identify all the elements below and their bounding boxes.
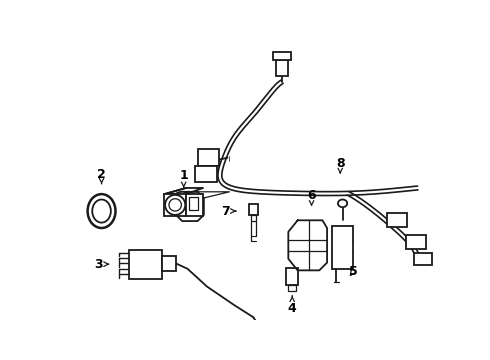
- Ellipse shape: [92, 199, 111, 222]
- Text: 3: 3: [94, 258, 109, 271]
- Text: 7: 7: [221, 204, 236, 217]
- Bar: [332, 226, 353, 269]
- Bar: [249, 204, 258, 215]
- Text: 2: 2: [97, 168, 106, 184]
- Ellipse shape: [169, 199, 181, 211]
- Bar: [251, 215, 256, 221]
- Ellipse shape: [88, 194, 116, 228]
- Ellipse shape: [333, 253, 340, 261]
- Bar: [273, 53, 292, 60]
- Bar: [196, 166, 217, 182]
- Ellipse shape: [338, 199, 347, 207]
- Bar: [162, 256, 176, 271]
- Bar: [288, 285, 296, 291]
- Text: 8: 8: [336, 157, 344, 173]
- Text: 6: 6: [307, 189, 316, 205]
- Text: 1: 1: [179, 169, 188, 188]
- Ellipse shape: [165, 195, 185, 215]
- Text: 4: 4: [288, 296, 296, 315]
- Bar: [276, 60, 288, 76]
- Bar: [387, 213, 407, 227]
- Bar: [197, 149, 220, 166]
- Ellipse shape: [175, 195, 189, 210]
- Bar: [164, 194, 186, 216]
- Bar: [406, 235, 426, 249]
- Bar: [414, 253, 433, 265]
- Text: 5: 5: [349, 265, 358, 278]
- Bar: [186, 194, 203, 216]
- Ellipse shape: [172, 192, 193, 213]
- Bar: [129, 249, 162, 279]
- Bar: [189, 197, 198, 210]
- Bar: [286, 268, 298, 285]
